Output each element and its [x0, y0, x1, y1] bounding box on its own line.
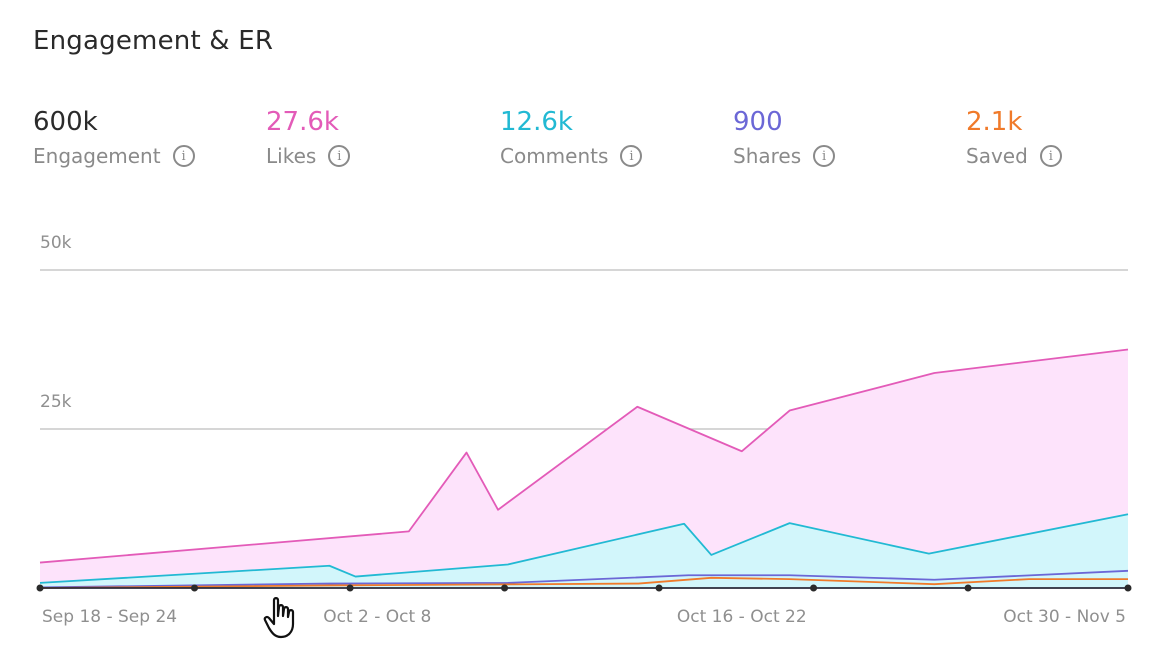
- metric-label: Saved: [966, 144, 1028, 168]
- data-point-marker: [36, 584, 44, 592]
- saved-line: [39, 576, 1128, 589]
- metric-engagement: 600k Engagement i: [33, 106, 195, 168]
- x-tick-label: Oct 2 - Oct 8: [323, 607, 431, 627]
- card-title: Engagement & ER: [33, 26, 274, 56]
- metric-value: 2.1k: [966, 107, 1023, 137]
- metric-label: Likes: [266, 144, 317, 168]
- info-icon[interactable]: i: [172, 145, 195, 167]
- y-tick-label: 50k: [40, 233, 72, 253]
- metric-label: Comments: [500, 144, 609, 168]
- x-tick-label: Oct 16 - Oct 22: [677, 607, 807, 627]
- data-point-marker: [655, 584, 663, 592]
- info-icon[interactable]: i: [620, 145, 643, 167]
- metric-likes: 27.6k Likes i: [266, 106, 351, 168]
- metric-comments: 12.6k Comments i: [500, 106, 643, 168]
- data-point-marker: [810, 584, 818, 592]
- info-icon[interactable]: i: [813, 145, 836, 167]
- shares-line: [39, 569, 1129, 589]
- info-icon[interactable]: i: [328, 145, 351, 167]
- data-point-marker: [964, 584, 972, 592]
- metric-shares: 900 Shares i: [733, 106, 836, 168]
- data-point-marker: [501, 584, 509, 592]
- x-tick-label: Oct 30 - Nov 5: [1003, 607, 1126, 627]
- likes-line: [39, 348, 1129, 564]
- hand-pointer-icon: [263, 597, 295, 639]
- metric-value: 900: [733, 107, 783, 137]
- metric-label: Engagement: [33, 144, 161, 168]
- metric-value: 27.6k: [266, 107, 339, 137]
- likes-area: [40, 349, 1128, 588]
- comments-area: [40, 514, 1128, 588]
- data-point-marker: [346, 584, 354, 592]
- y-tick-label: 25k: [40, 392, 72, 412]
- metric-saved: 2.1k Saved i: [966, 106, 1062, 168]
- metric-value: 600k: [33, 107, 98, 137]
- metric-value: 12.6k: [500, 107, 573, 137]
- x-tick-label: Sep 18 - Sep 24: [42, 607, 177, 627]
- info-icon[interactable]: i: [1039, 145, 1062, 167]
- comments-line: [39, 513, 1129, 584]
- data-point-marker: [190, 584, 198, 592]
- data-point-marker: [1124, 584, 1132, 592]
- metric-label: Shares: [733, 144, 802, 168]
